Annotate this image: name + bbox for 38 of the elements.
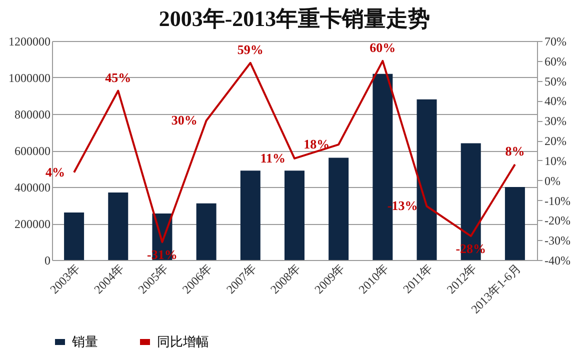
legend-label: 销量: [71, 334, 98, 349]
y-tick-label: 800000: [14, 108, 50, 122]
bar: [196, 203, 216, 260]
y2-tick-label: 40%: [544, 94, 566, 108]
y2-tick-label: 20%: [544, 134, 566, 148]
y-tick-label: 200000: [14, 217, 50, 231]
y2-tick-label: 30%: [544, 114, 566, 128]
bar: [64, 212, 84, 260]
bar: [328, 158, 349, 260]
y2-tick-label: -30%: [544, 234, 570, 248]
y-tick-label: 0: [44, 254, 50, 268]
y-tick-label: 1200000: [8, 34, 50, 48]
y-tick-label: 600000: [14, 144, 50, 158]
data-label: 4%: [46, 164, 66, 180]
y2-tick-label: -10%: [544, 194, 570, 208]
bar: [108, 192, 128, 260]
bar: [416, 99, 437, 260]
y2-tick-label: -40%: [544, 254, 570, 268]
data-label: 18%: [304, 136, 330, 152]
y2-tick-label: 10%: [544, 154, 566, 168]
bar: [240, 170, 260, 260]
data-label: 59%: [237, 42, 264, 57]
chart-title: 2003年-2013年重卡销量走势: [158, 6, 430, 31]
data-label: 30%: [171, 112, 198, 128]
data-label: 45%: [105, 70, 132, 85]
data-label: 60%: [370, 40, 396, 55]
bar: [284, 170, 304, 260]
y2-tick-label: 0%: [544, 174, 560, 188]
data-label: 8%: [505, 143, 525, 158]
legend-label: 同比增幅: [157, 334, 209, 349]
y2-tick-label: 70%: [544, 34, 566, 48]
y2-tick-label: 60%: [544, 54, 566, 68]
y2-tick-label: 50%: [544, 74, 566, 88]
data-label: 11%: [260, 150, 286, 166]
bar: [504, 187, 525, 260]
y-tick-label: 1000000: [8, 71, 50, 85]
y-tick-label: 400000: [14, 180, 50, 194]
y2-tick-label: -20%: [544, 214, 570, 228]
